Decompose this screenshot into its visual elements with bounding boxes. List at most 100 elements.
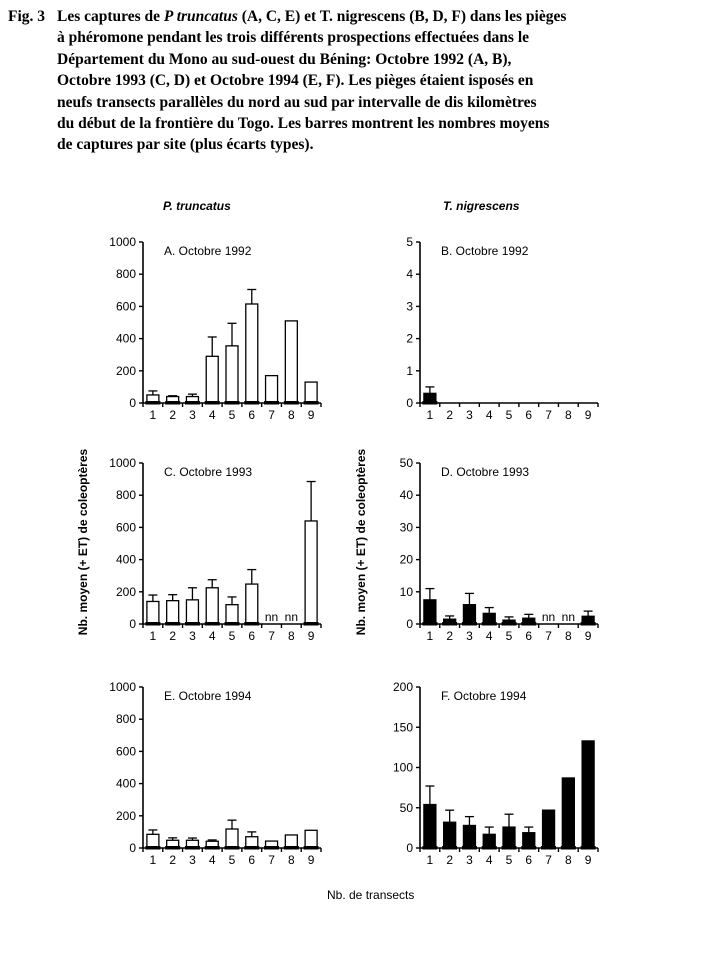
x-tick-label: 9 xyxy=(585,408,592,422)
x-tick-label: 7 xyxy=(268,408,275,422)
x-tick-label: 4 xyxy=(209,408,216,422)
chart-svg-f: 0 50 100 150 200 1 2 3 4 5 6 7 8 9 F. Octobre 1994 xyxy=(393,680,599,867)
bar xyxy=(146,833,160,849)
x-tick-label: 7 xyxy=(268,629,275,643)
x-tick-label: 2 xyxy=(446,408,453,422)
y-tick-label: 400 xyxy=(116,332,136,346)
panel-title: A. Octobre 1992 xyxy=(164,244,252,258)
x-tick-label: 8 xyxy=(565,408,572,422)
bar-base xyxy=(204,846,220,850)
bar-base xyxy=(224,846,240,850)
x-tick-label: 8 xyxy=(565,629,572,643)
y-tick-label: 1000 xyxy=(109,235,136,249)
bar-base xyxy=(244,846,260,850)
no-data-label: nn xyxy=(542,610,555,624)
y-axis-label-right: Nb. moyen (+ ET) de coleoptères xyxy=(354,448,368,636)
bar-base xyxy=(303,401,319,405)
bar-base xyxy=(422,846,438,850)
bar-base xyxy=(303,846,319,850)
x-tick-label: 6 xyxy=(248,853,255,867)
y-tick-label: 200 xyxy=(393,680,413,694)
chart-svg-d: 0 10 20 30 40 50 1 2 3 4 5 6 7 8 9 D. Octobre 1993 nn nn xyxy=(400,456,599,643)
x-tick-label: 2 xyxy=(169,629,176,643)
bar xyxy=(166,600,180,625)
bar xyxy=(304,381,318,404)
bar-base xyxy=(442,622,458,626)
bar xyxy=(205,587,219,625)
x-tick-label: 9 xyxy=(585,629,592,643)
figure-caption: Fig. 3 Les captures de P truncatus (A, C… xyxy=(8,6,566,156)
x-tick-label: 6 xyxy=(525,629,532,643)
bar-base xyxy=(204,622,220,626)
bar-base xyxy=(501,846,517,850)
panel-title: D. Octobre 1993 xyxy=(441,465,529,479)
bar xyxy=(462,824,477,849)
bar-base xyxy=(422,622,438,626)
bar-base xyxy=(145,846,161,850)
x-tick-label: 2 xyxy=(169,853,176,867)
x-tick-label: 1 xyxy=(427,408,434,422)
bar-base xyxy=(264,846,280,850)
y-tick-label: 0 xyxy=(129,841,136,855)
y-tick-label: 200 xyxy=(116,585,136,599)
bar xyxy=(423,599,437,625)
x-tick-label: 6 xyxy=(525,408,532,422)
bar-base xyxy=(481,622,497,626)
bar-base xyxy=(224,401,240,405)
y-tick-label: 200 xyxy=(116,364,136,378)
x-tick-label: 2 xyxy=(169,408,176,422)
figure-caption-text: Les captures de P truncatus (A, C, E) et… xyxy=(57,6,566,156)
y-tick-label: 400 xyxy=(116,553,136,567)
panel-title: E. Octobre 1994 xyxy=(164,689,252,703)
bar-base xyxy=(501,622,517,626)
x-tick-label: 1 xyxy=(150,408,157,422)
bar-base xyxy=(165,846,181,850)
y-tick-label: 3 xyxy=(406,299,413,313)
x-tick-label: 5 xyxy=(506,629,513,643)
bar-base xyxy=(580,622,596,626)
x-tick-label: 3 xyxy=(189,629,196,643)
bar-base xyxy=(461,846,477,850)
x-tick-label: 9 xyxy=(308,408,315,422)
x-tick-label: 2 xyxy=(446,629,453,643)
y-tick-label: 40 xyxy=(400,488,414,502)
bar-base xyxy=(244,401,260,405)
bar xyxy=(245,583,259,625)
bar-base xyxy=(541,846,557,850)
y-tick-label: 0 xyxy=(129,396,136,410)
bar xyxy=(225,828,239,849)
y-tick-label: 4 xyxy=(406,267,413,281)
chart-b-t-nigrescens-octobre-1992: 0 1 2 3 4 5 1 2 3 4 5 6 7 8 9 B. Octobre 1992 xyxy=(358,222,618,442)
x-tick-label: 5 xyxy=(506,853,513,867)
x-tick-label: 7 xyxy=(545,629,552,643)
y-tick-label: 2 xyxy=(406,332,413,346)
y-tick-label: 50 xyxy=(400,801,414,815)
y-tick-label: 600 xyxy=(116,520,136,534)
y-tick-label: 1000 xyxy=(109,456,136,470)
bar-base xyxy=(165,622,181,626)
x-tick-label: 4 xyxy=(486,629,493,643)
x-tick-label: 8 xyxy=(288,408,295,422)
y-tick-label: 800 xyxy=(116,712,136,726)
bar-base xyxy=(145,401,161,405)
column-title-p-truncatus: P. truncatus xyxy=(163,199,231,213)
x-tick-label: 5 xyxy=(229,853,236,867)
x-tick-label: 1 xyxy=(427,853,434,867)
y-tick-label: 10 xyxy=(400,585,414,599)
bar-base xyxy=(560,846,576,850)
bar xyxy=(146,600,160,625)
panel-title: F. Octobre 1994 xyxy=(441,689,527,703)
bar xyxy=(482,833,496,849)
y-tick-label: 20 xyxy=(400,553,414,567)
x-tick-label: 2 xyxy=(446,853,453,867)
y-tick-label: 600 xyxy=(116,299,136,313)
chart-f-t-nigrescens-octobre-1994: 0 50 100 150 200 1 2 3 4 5 6 7 8 9 F. Octobre 1994 xyxy=(358,667,618,887)
bar xyxy=(185,599,200,625)
bar xyxy=(245,303,259,404)
x-tick-label: 5 xyxy=(229,629,236,643)
x-tick-label: 7 xyxy=(268,853,275,867)
x-tick-label: 7 xyxy=(545,853,552,867)
x-tick-label: 3 xyxy=(189,408,196,422)
